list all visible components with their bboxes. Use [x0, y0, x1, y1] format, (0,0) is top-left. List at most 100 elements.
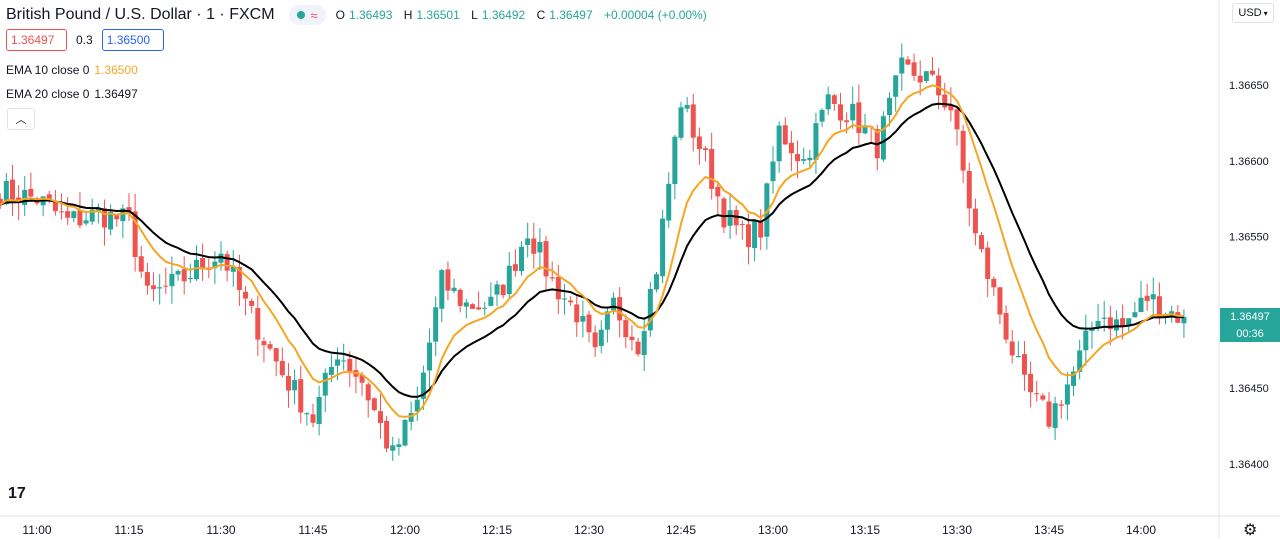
candle-body: [1077, 350, 1083, 372]
candle-body: [249, 300, 255, 306]
candle-body: [175, 270, 181, 275]
candle-body: [1107, 317, 1113, 330]
candle-body: [1156, 296, 1162, 318]
candle-body: [880, 116, 886, 160]
time-tick-label: 11:15: [114, 523, 143, 537]
candle-body: [101, 208, 107, 228]
candle-body: [936, 75, 942, 96]
candle-body: [979, 235, 985, 250]
candle-body: [641, 331, 647, 356]
candle-body: [831, 95, 837, 104]
candle-body: [377, 411, 383, 423]
candle-body: [1138, 297, 1144, 312]
candle-body: [623, 320, 629, 338]
candle-body: [273, 348, 279, 362]
candle-body: [132, 211, 138, 257]
candle-body: [494, 284, 500, 295]
candle-body: [267, 344, 273, 349]
candle-body: [647, 288, 653, 331]
candle-body: [709, 148, 715, 189]
candle-body: [770, 161, 776, 182]
candle-body: [1144, 295, 1150, 301]
time-tick-label: 12:15: [482, 523, 512, 537]
candle-body: [715, 186, 721, 197]
candle-body: [390, 445, 396, 451]
candle-body: [758, 220, 764, 238]
candle-body: [469, 304, 475, 309]
ema-10-legend[interactable]: EMA 10 close 0 1.36500: [6, 63, 138, 77]
candle-body: [1003, 313, 1009, 340]
candle-body: [0, 198, 3, 205]
candle-body: [911, 62, 917, 76]
ema-20-legend[interactable]: EMA 20 close 0 1.36497: [6, 87, 138, 101]
candle-body: [402, 419, 408, 446]
candle-body: [752, 220, 758, 249]
candle-body: [83, 220, 89, 224]
candle-body: [157, 287, 163, 289]
candle-body: [476, 307, 482, 310]
candle-body: [359, 375, 365, 383]
candle-body: [580, 316, 586, 322]
collapse-legend-button[interactable]: ︿: [7, 108, 35, 130]
price-tick-label: 1.36650: [1229, 80, 1269, 92]
candle-body: [519, 246, 525, 272]
time-tick-label: 11:45: [298, 523, 327, 537]
time-tick-label: 11:30: [206, 523, 235, 537]
candle-body: [690, 104, 696, 138]
candle-body: [917, 75, 923, 83]
bar-countdown: 00:36: [1236, 328, 1264, 340]
candle-body: [684, 104, 690, 109]
candle-body: [243, 291, 249, 299]
gear-icon[interactable]: ⚙: [1243, 522, 1258, 539]
currency-select[interactable]: USD ▾: [1232, 3, 1274, 23]
candle-body: [1052, 403, 1058, 428]
candle-body: [856, 102, 862, 133]
candle-body: [212, 261, 218, 269]
candle-body: [598, 329, 604, 347]
candle-body: [65, 211, 71, 218]
candle-body: [1064, 384, 1070, 405]
candle-body: [292, 380, 298, 391]
candle-body: [611, 297, 617, 311]
candle-body: [255, 308, 261, 340]
candle-body: [114, 214, 120, 220]
candle-body: [316, 396, 322, 425]
candle-body: [954, 109, 960, 130]
candle-body: [549, 277, 555, 279]
market-status[interactable]: ≈: [288, 5, 326, 25]
candle-body: [604, 311, 610, 330]
candle-body: [46, 194, 52, 201]
candle-body: [960, 130, 966, 171]
bid-ask: 1.36497 0.3 1.36500: [6, 29, 164, 51]
candle-body: [819, 109, 825, 122]
buy-button[interactable]: 1.36500: [101, 29, 164, 51]
price-tick-label: 1.36550: [1229, 232, 1269, 244]
time-tick-label: 13:30: [942, 523, 972, 537]
candle-body: [561, 298, 567, 300]
ohlc-values: O 1.36493 H 1.36501 L 1.36492 C 1.36497 +0.0…: [335, 8, 707, 22]
candle-body: [592, 332, 598, 348]
candle-body: [1034, 393, 1040, 395]
candle-body: [1009, 341, 1015, 356]
candle-body: [285, 375, 291, 391]
tradingview-logo[interactable]: 17: [8, 485, 26, 502]
candle-body: [899, 57, 905, 74]
candle-body: [236, 267, 242, 290]
chevron-down-icon: ▾: [1263, 8, 1268, 18]
sell-button[interactable]: 1.36497: [6, 29, 67, 51]
candle-body: [568, 300, 574, 303]
candle-body: [181, 269, 187, 282]
candle-body: [795, 154, 801, 162]
chevron-up-icon: ︿: [15, 114, 27, 126]
candle-body: [408, 412, 414, 422]
candle-body: [1150, 294, 1156, 300]
candle-body: [298, 379, 304, 413]
candle-body: [144, 272, 150, 286]
candle-body: [1089, 328, 1095, 331]
price-tick-label: 1.36600: [1229, 156, 1269, 168]
candle-body: [22, 189, 28, 205]
last-price-label: 1.36497 00:36: [1220, 308, 1280, 342]
symbol-title[interactable]: British Pound / U.S. Dollar · 1 · FXCM: [6, 6, 275, 23]
candle-body: [991, 278, 997, 288]
